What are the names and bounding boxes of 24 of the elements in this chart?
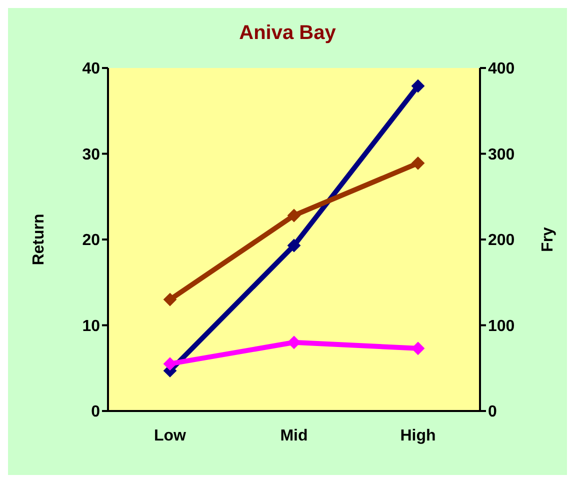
y2-tick-label: 200 xyxy=(488,232,515,250)
point xyxy=(164,357,176,370)
y-tick-label: 40 xyxy=(82,60,100,78)
x-tick-label: High xyxy=(400,427,436,444)
point xyxy=(288,336,300,349)
y2-axis-title: Fry xyxy=(540,226,557,252)
y-tick-label: 30 xyxy=(82,146,100,164)
y2-tick-label: 400 xyxy=(488,60,515,78)
x-tick-label: Mid xyxy=(280,427,308,444)
point xyxy=(412,156,424,170)
point xyxy=(412,80,424,93)
y-tick-label: 10 xyxy=(82,318,100,335)
chart-title: Aniva Bay xyxy=(238,22,337,45)
x-tick-label: Low xyxy=(154,427,187,444)
y-tick-label: 20 xyxy=(82,232,100,250)
y2-tick-label: 0 xyxy=(488,404,497,421)
point xyxy=(288,239,300,252)
y2-tick-label: 100 xyxy=(488,318,515,335)
point xyxy=(164,293,176,306)
y2-tick-label: 300 xyxy=(488,146,515,164)
point xyxy=(288,208,300,222)
y-tick-label: 0 xyxy=(91,404,100,421)
point xyxy=(412,342,424,355)
y-axis-title: Return xyxy=(30,214,48,266)
